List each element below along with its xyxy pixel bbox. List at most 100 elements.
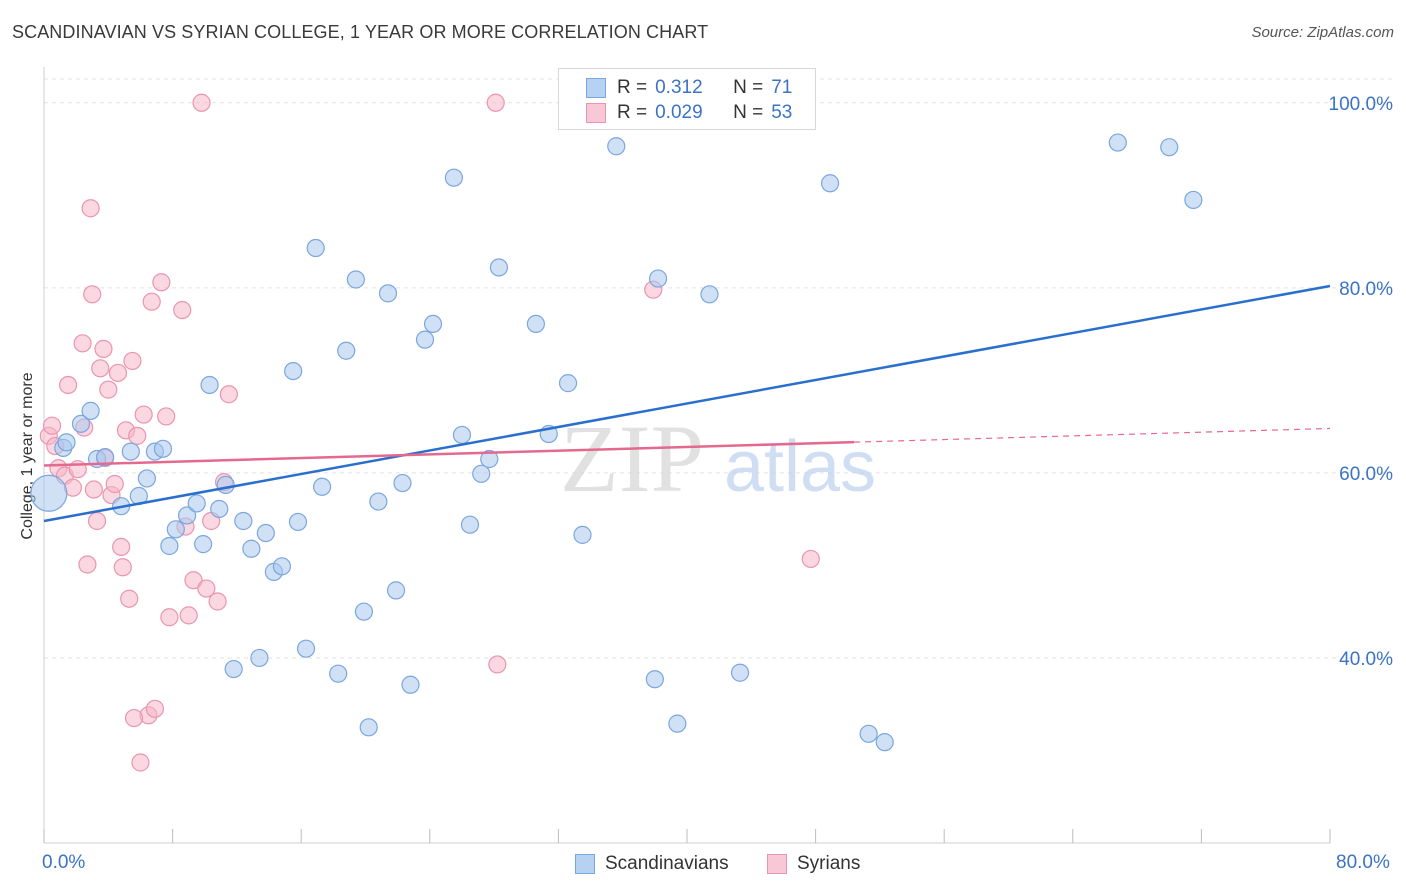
scandinavian-point <box>1160 138 1179 157</box>
scandinavian-point <box>177 506 197 525</box>
scandinavian-point <box>242 539 261 558</box>
syrian-trend-line-extension <box>854 427 1331 443</box>
syrian-point <box>123 351 142 371</box>
r-value: 0.312 <box>655 77 703 98</box>
scandinavian-point <box>452 425 472 445</box>
syrian-point <box>113 558 132 577</box>
scandinavian-point <box>272 557 292 576</box>
scandinavian-point <box>1108 133 1127 152</box>
syrian-point <box>128 426 147 445</box>
scandinavian-point <box>460 515 480 534</box>
syrian-point <box>87 511 107 531</box>
blue-swatch <box>575 854 595 874</box>
syrian-point <box>42 416 62 435</box>
n-value: 53 <box>771 102 793 123</box>
pink-swatch <box>767 854 787 874</box>
scandinavian-point <box>859 724 878 743</box>
scandinavian-point <box>30 474 68 512</box>
scandinavian-point <box>730 663 750 682</box>
scandinavian-point <box>71 414 91 433</box>
scandinavian-point <box>645 670 664 689</box>
data-points <box>30 93 1203 772</box>
scandinavian-point <box>284 361 303 381</box>
syrian-point <box>124 708 144 728</box>
trend-lines <box>43 284 1331 523</box>
scandinavian-point <box>489 258 509 277</box>
watermark-atlas: atlas <box>724 427 876 507</box>
axes <box>43 67 1331 844</box>
scandinavian-point <box>700 285 719 304</box>
watermark: ZIP atlas <box>560 405 876 512</box>
scandinavian-point <box>558 374 578 393</box>
scandinavian-point <box>423 314 443 334</box>
syrian-point <box>131 753 150 772</box>
watermark-zip: ZIP <box>560 405 704 512</box>
syrian-point <box>192 93 211 112</box>
scandinavian-point <box>137 469 156 488</box>
scandinavian-point <box>329 664 348 683</box>
syrian-point <box>84 480 103 499</box>
scandinavian-point <box>472 464 491 483</box>
chart-source: Source: ZipAtlas.com <box>1251 24 1394 41</box>
scandinavian-point <box>393 473 412 493</box>
scandinavian-point <box>296 639 316 658</box>
scandinavian-point <box>166 520 185 539</box>
scandinavian-point <box>250 648 269 668</box>
syrian-point <box>208 592 227 611</box>
scandinavian-point <box>668 714 687 733</box>
x-tick-label-max: 80.0% <box>1336 852 1390 873</box>
stats-row-scandinavians: R = 0.312 N = 71 <box>586 76 793 100</box>
scandinavian-point <box>526 314 545 334</box>
r-label: R = <box>617 77 648 98</box>
scandinavian-point <box>306 238 325 258</box>
legend-item-syrians[interactable]: Syrians <box>767 852 860 876</box>
syrian-point <box>112 537 131 557</box>
scandinavian-point <box>121 442 140 461</box>
scandinavian-point <box>648 269 668 288</box>
stats-row-syrians: R = 0.029 N = 53 <box>586 101 793 125</box>
syrian-point <box>486 93 505 112</box>
scandinavian-point <box>57 433 76 452</box>
y-tick-labels: 40.0% 60.0% 80.0% 100.0% <box>1329 94 1394 670</box>
syrian-point <box>184 571 203 590</box>
syrian-point <box>219 385 238 404</box>
scandinavian-point <box>81 401 100 420</box>
syrian-point <box>81 199 100 218</box>
syrian-point <box>83 285 102 304</box>
scandinavian-point <box>346 270 365 289</box>
scandinavian-point <box>875 733 894 752</box>
chart-title: SCANDINAVIAN VS SYRIAN COLLEGE, 1 YEAR O… <box>12 22 709 42</box>
scandinavian-point <box>401 675 420 694</box>
syrian-point <box>78 555 97 574</box>
scandinavian-point <box>369 492 388 511</box>
syrian-point <box>94 339 113 358</box>
n-label: N = <box>733 102 764 123</box>
syrian-point <box>801 549 820 569</box>
pink-swatch <box>586 103 606 123</box>
legend-label: Scandinavians <box>605 853 729 874</box>
scandinavian-point <box>194 535 213 554</box>
scandinavian-point <box>187 494 206 513</box>
scandinavian-point <box>210 499 229 519</box>
syrian-point <box>59 375 78 395</box>
n-label: N = <box>733 77 764 98</box>
y-tick-label: 100.0% <box>1329 94 1394 115</box>
syrian-point <box>73 334 92 353</box>
syrian-point <box>105 474 124 494</box>
scandinavian-point <box>234 511 253 531</box>
syrian-point <box>99 380 118 399</box>
scandinavian-point <box>1184 190 1203 210</box>
y-tick-label: 80.0% <box>1339 279 1393 300</box>
scandinavian-point <box>820 174 840 193</box>
syrian-point <box>157 407 176 426</box>
n-value: 71 <box>771 77 793 98</box>
syrian-point <box>488 655 507 674</box>
scandinavian-point <box>160 536 179 556</box>
scandinavian-point <box>256 523 275 543</box>
legend-item-scandinavians[interactable]: Scandinavians <box>575 852 729 876</box>
syrian-point <box>179 606 198 625</box>
syrian-point <box>91 359 110 378</box>
syrian-point <box>120 589 139 608</box>
scandinavian-point <box>444 168 464 187</box>
scandinavian-point <box>359 718 378 737</box>
